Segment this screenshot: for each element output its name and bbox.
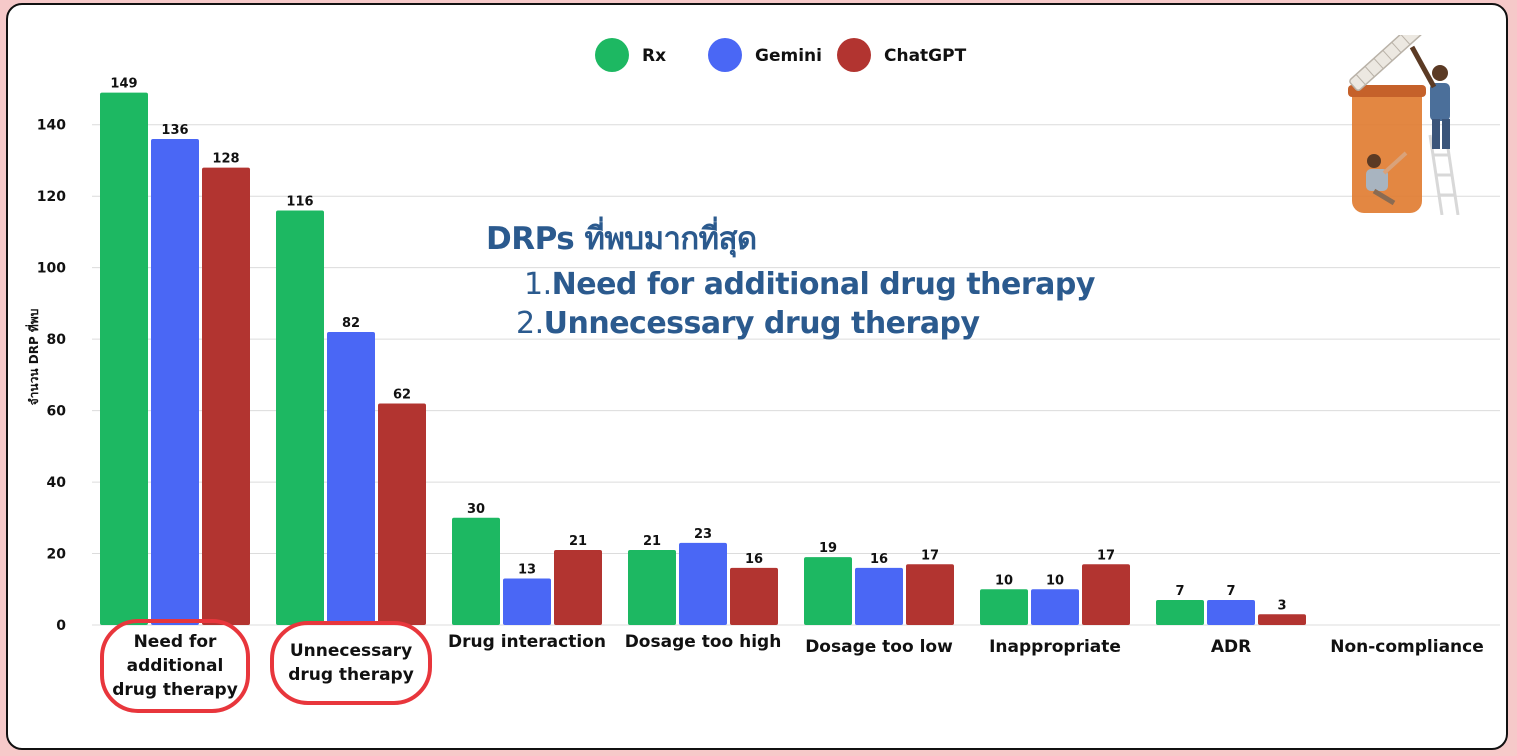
data-label-gemini-6: 7 [1226, 584, 1235, 599]
bar-gemini-0 [151, 139, 199, 625]
annotation-item-2: 2.Unnecessary drug therapy [486, 306, 1095, 341]
legend-swatch-chatgpt [837, 38, 871, 72]
annotation-item-1: 1.Need for additional drug therapy [486, 267, 1095, 302]
bar-rx-2 [452, 517, 500, 625]
data-label-gemini-2: 13 [518, 563, 536, 578]
bar-chatgpt-5 [1082, 564, 1130, 625]
y-tick-label: 20 [47, 547, 67, 563]
y-tick-label: 80 [47, 332, 67, 348]
annotation-title: DRPs ที่พบมากที่สุด [486, 221, 757, 257]
legend-label-chatgpt: ChatGPT [884, 46, 967, 66]
x-tick-label: Non-compliance [1330, 637, 1484, 657]
bar-rx-3 [628, 549, 676, 625]
legend-label-gemini: Gemini [755, 46, 822, 66]
data-label-gemini-5: 10 [1046, 573, 1064, 588]
annotation-item-2-text: Unnecessary drug therapy [543, 306, 980, 341]
x-tick-label: ADR [1210, 637, 1252, 657]
bar-rx-4 [804, 557, 852, 625]
bar-gemini-5 [1031, 589, 1079, 625]
bar-chatgpt-3 [730, 567, 778, 625]
legend-label-rx: Rx [642, 46, 666, 66]
annotation-box: DRPs ที่พบมากที่สุด 1.Need for additiona… [486, 213, 1095, 341]
y-tick-label: 140 [37, 118, 66, 134]
bar-gemini-3 [679, 542, 727, 625]
data-label-chatgpt-1: 62 [393, 387, 411, 402]
data-label-rx-4: 19 [819, 541, 837, 556]
y-tick-label: 60 [47, 404, 67, 420]
y-tick-label: 40 [47, 475, 67, 491]
data-label-chatgpt-4: 17 [921, 548, 939, 563]
data-label-rx-5: 10 [995, 573, 1013, 588]
y-tick-label: 0 [56, 618, 66, 634]
bar-rx-1 [276, 210, 324, 625]
y-axis-label: จำนวน DRP ที่พบ [25, 309, 41, 406]
data-label-gemini-3: 23 [694, 527, 712, 542]
y-tick-label: 120 [37, 189, 66, 205]
bar-chart: 0 20 40 60 80 100 120 140 จำนวน DRP ที่พบ 149 136 1… [25, 38, 1500, 634]
data-label-gemini-1: 82 [342, 316, 360, 331]
annotation-item-1-text: Need for additional drug therapy [551, 267, 1096, 302]
data-label-rx-6: 7 [1175, 584, 1184, 599]
x-tick-label: Drug interaction [448, 632, 606, 652]
data-label-chatgpt-2: 21 [569, 534, 587, 549]
data-label-chatgpt-6: 3 [1277, 598, 1286, 613]
x-tick-label: Dosage too low [805, 637, 953, 657]
bar-gemini-4 [855, 567, 903, 625]
legend-swatch-rx [595, 38, 629, 72]
chart-frame: 0 20 40 60 80 100 120 140 จำนวน DRP ที่พบ 149 136 1… [6, 3, 1508, 750]
bar-gemini-2 [503, 578, 551, 625]
bar-rx-6 [1156, 599, 1204, 625]
bar-rx-5 [980, 589, 1028, 625]
data-label-rx-1: 116 [286, 194, 313, 209]
bar-gemini-6 [1207, 599, 1255, 625]
data-label-gemini-0: 136 [161, 123, 188, 138]
x-tick-label: Inappropriate [989, 637, 1121, 657]
bar-chatgpt-0 [202, 167, 250, 625]
data-label-gemini-4: 16 [870, 552, 888, 567]
x-tick-label: Unnecessary drug therapy [270, 621, 432, 705]
medicine-bottle-with-people-icon [1348, 35, 1460, 215]
bar-chatgpt-1 [378, 403, 426, 625]
annotation-item-1-number: 1. [524, 267, 552, 302]
x-tick-label: Dosage too high [624, 632, 782, 652]
x-tick-label: Need for additional drug therapy [100, 619, 250, 713]
annotation-item-2-number: 2. [516, 306, 544, 341]
bar-chatgpt-6 [1258, 614, 1306, 625]
legend-swatch-gemini [708, 38, 742, 72]
data-label-chatgpt-3: 16 [745, 552, 763, 567]
bar-chatgpt-4 [906, 564, 954, 625]
bar-gemini-1 [327, 331, 375, 625]
y-tick-label: 100 [37, 261, 66, 277]
data-label-rx-3: 21 [643, 534, 661, 549]
data-label-rx-2: 30 [467, 502, 485, 517]
data-label-chatgpt-0: 128 [212, 152, 239, 167]
data-label-rx-0: 149 [110, 77, 137, 92]
bar-rx-0 [100, 92, 148, 625]
bar-chatgpt-2 [554, 549, 602, 625]
data-label-chatgpt-5: 17 [1097, 548, 1115, 563]
